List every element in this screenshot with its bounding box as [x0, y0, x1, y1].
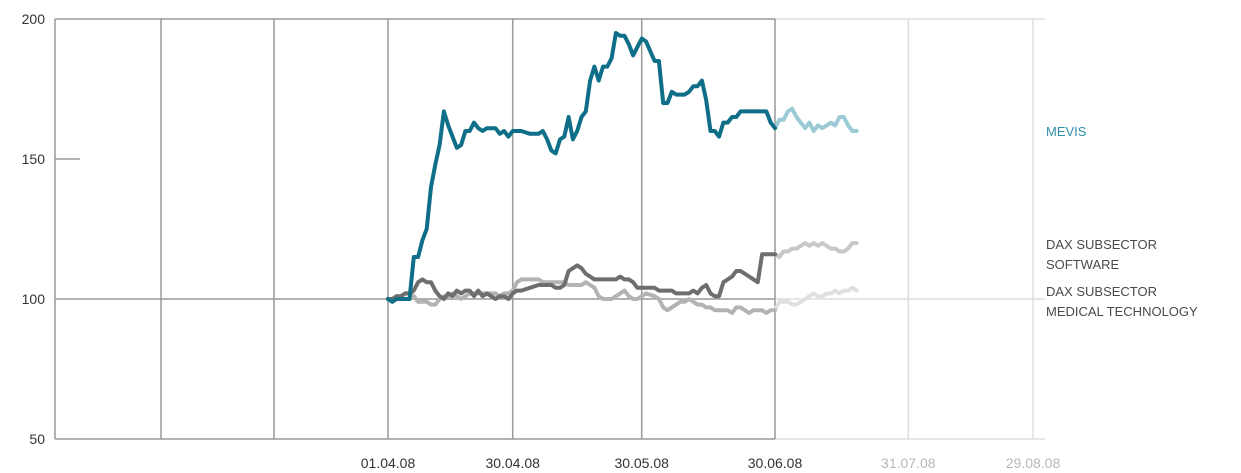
legend-label-1: SOFTWARE — [1046, 257, 1120, 272]
x-tick-label: 30.06.08 — [748, 455, 803, 471]
legend-label-2: DAX SUBSECTOR — [1046, 284, 1157, 299]
y-tick-label: 100 — [22, 291, 46, 307]
series-line-2-after — [773, 285, 859, 313]
x-axis: 01.04.08 30.04.08 30.05.08 30.06.08 31.07.08… — [361, 455, 1061, 471]
y-axis: 200 150 100 50 — [22, 11, 80, 447]
y-tick-label: 50 — [29, 431, 45, 447]
legend: MEVIS DAX SUBSECTOR SOFTWARE DAX SUBSECTOR M… — [1046, 124, 1198, 319]
x-tick-label: 31.07.08 — [881, 455, 936, 471]
legend-label-1: DAX SUBSECTOR — [1046, 237, 1157, 252]
series-line-0-after — [773, 106, 859, 133]
x-tick-label: 01.04.08 — [361, 455, 416, 471]
x-tick-label: 30.04.08 — [485, 455, 540, 471]
x-tick-label: 30.05.08 — [614, 455, 669, 471]
series-line-0 — [386, 31, 777, 304]
x-tick-label: 29.08.08 — [1006, 455, 1061, 471]
legend-label-0: MEVIS — [1046, 124, 1087, 139]
grid — [54, 18, 1045, 440]
series-lines — [386, 31, 859, 315]
y-tick-label: 200 — [22, 11, 46, 27]
y-tick-label: 150 — [22, 151, 46, 167]
legend-label-2: MEDICAL TECHNOLOGY — [1046, 304, 1198, 319]
series-line-1-after — [773, 241, 859, 259]
series-line-1 — [386, 252, 777, 301]
